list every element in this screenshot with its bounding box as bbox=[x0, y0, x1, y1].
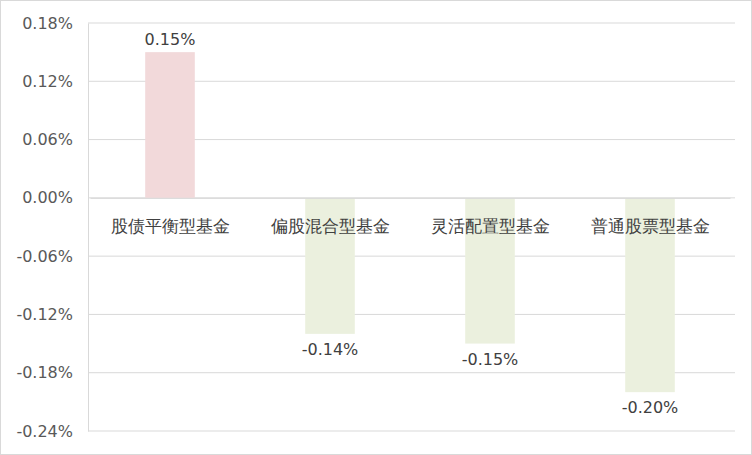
grid bbox=[88, 23, 735, 431]
x-tick-label: 灵活配置型基金 bbox=[431, 216, 550, 236]
y-axis: -0.24% -0.18% -0.12% -0.06% 0.00% 0.06% 0.12% 0… bbox=[16, 14, 88, 441]
x-tick-label: 偏股混合型基金 bbox=[271, 216, 390, 236]
y-tick-label: -0.18% bbox=[16, 363, 73, 382]
x-axis-line bbox=[91, 198, 731, 199]
x-axis: 股债平衡型基金 偏股混合型基金 灵活配置型基金 普通股票型基金 bbox=[91, 198, 731, 236]
data-label: -0.14% bbox=[302, 340, 359, 359]
data-label: -0.15% bbox=[462, 350, 519, 369]
y-tick: 0.12% bbox=[22, 72, 88, 91]
chart: -0.24% -0.18% -0.12% -0.06% 0.00% 0.06% 0.12% 0… bbox=[0, 0, 752, 455]
y-tick: 0.18% bbox=[22, 14, 88, 33]
x-tick: 偏股混合型基金 bbox=[271, 216, 390, 236]
y-tick-label: -0.06% bbox=[16, 247, 73, 266]
y-tick: -0.06% bbox=[16, 247, 88, 266]
data-label: -0.20% bbox=[622, 398, 679, 417]
data-label: 0.15% bbox=[145, 30, 196, 49]
x-tick-label: 股债平衡型基金 bbox=[111, 216, 230, 236]
y-tick-label: 0.12% bbox=[22, 72, 73, 91]
bar bbox=[145, 52, 195, 198]
x-tick: 普通股票型基金 bbox=[591, 216, 710, 236]
y-tick-label: 0.06% bbox=[22, 130, 73, 149]
y-tick: 0.00% bbox=[22, 188, 88, 207]
y-tick: -0.18% bbox=[16, 363, 88, 382]
chart-border bbox=[1, 1, 752, 455]
y-tick-label: 0.18% bbox=[22, 14, 73, 33]
data-labels: 0.15% -0.14% -0.15% -0.20% bbox=[145, 30, 679, 417]
x-tick: 灵活配置型基金 bbox=[431, 216, 550, 236]
y-tick-label: 0.00% bbox=[22, 188, 73, 207]
x-tick: 股债平衡型基金 bbox=[111, 216, 230, 236]
y-tick: -0.24% bbox=[16, 422, 88, 441]
y-axis-line bbox=[88, 24, 89, 432]
y-tick-label: -0.24% bbox=[16, 422, 73, 441]
y-tick: -0.12% bbox=[16, 305, 88, 324]
y-tick-label: -0.12% bbox=[16, 305, 73, 324]
grid-line bbox=[88, 23, 735, 24]
y-tick: 0.06% bbox=[22, 130, 88, 149]
grid-line bbox=[88, 431, 735, 432]
x-tick-label: 普通股票型基金 bbox=[591, 216, 710, 236]
